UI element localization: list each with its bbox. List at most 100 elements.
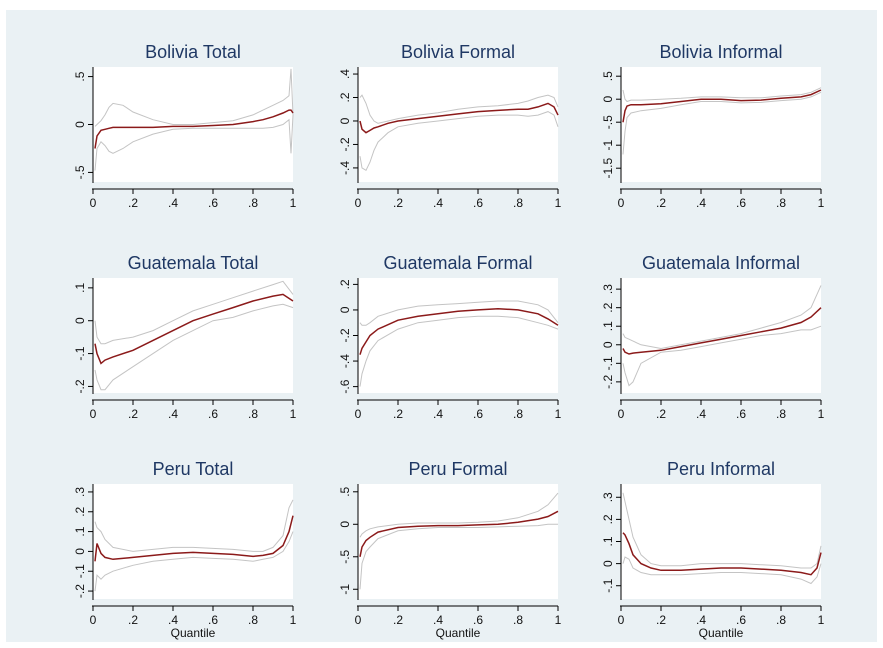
y-tick-label: .5 <box>73 71 87 81</box>
y-tick-label: -.1 <box>601 578 615 592</box>
x-tick-label: 0 <box>618 613 625 627</box>
y-tick-label: .2 <box>601 514 615 524</box>
panel-title: Guatemala Formal <box>383 253 532 273</box>
plot-area <box>358 67 558 182</box>
x-tick-label: .8 <box>248 613 258 627</box>
x-tick-label: .6 <box>208 407 218 421</box>
x-tick-label: .6 <box>473 196 483 210</box>
lower-bound-line <box>359 111 559 172</box>
x-tick-label: .8 <box>248 407 258 421</box>
x-tick-label: 1 <box>555 407 562 421</box>
x-tick-label: 0 <box>90 613 97 627</box>
estimate-line <box>94 515 294 562</box>
y-tick-label: .2 <box>338 279 352 289</box>
x-tick-label: .2 <box>128 407 138 421</box>
x-tick-label: 1 <box>290 613 297 627</box>
x-tick-label: 0 <box>618 196 625 210</box>
y-tick-label: -.2 <box>73 584 87 598</box>
plot-area <box>358 278 558 393</box>
y-tick-label: 0 <box>73 121 87 128</box>
lower-bound-line <box>622 91 822 155</box>
y-tick-label: -.5 <box>601 115 615 129</box>
upper-bound-line <box>359 300 559 326</box>
y-tick-label: .5 <box>601 71 615 81</box>
x-tick-label: .6 <box>208 613 218 627</box>
panel-title: Guatemala Total <box>128 253 259 273</box>
x-tick-label: .4 <box>433 613 443 627</box>
upper-bound-line <box>622 87 822 103</box>
plot-area <box>621 484 821 599</box>
panel-title: Peru Total <box>153 459 234 479</box>
y-tick-label: -.2 <box>73 379 87 393</box>
y-tick-label: .1 <box>601 536 615 546</box>
upper-bound-line <box>622 285 822 350</box>
x-tick-label: .2 <box>393 613 403 627</box>
panel-title: Bolivia Formal <box>401 42 515 62</box>
panel-6: Guatemala Informal 0 .2 .4 .6 .8 1 -.2 -.1 0 .1 .2.… <box>601 253 825 421</box>
panel-5: Guatemala Formal 0 .2 .4 .6 .8 1 -.6 -.4 -.2 0 .2 <box>338 253 562 421</box>
y-tick-label: -1 <box>338 584 352 595</box>
x-axis-title: Quantile <box>436 626 481 640</box>
x-axis-title: Quantile <box>699 626 744 640</box>
x-tick-label: .8 <box>248 196 258 210</box>
x-tick-label: .2 <box>128 613 138 627</box>
x-tick-label: 1 <box>290 196 297 210</box>
lower-bound-line <box>622 556 822 585</box>
y-tick-label: 0 <box>601 96 615 103</box>
y-tick-label: .1 <box>73 526 87 536</box>
x-tick-label: .8 <box>776 196 786 210</box>
panel-9: Peru Informal 0 .2 .4 .6 .8 1 -.1 0 .1 .2 .3 Quantil… <box>601 459 825 640</box>
x-tick-label: .6 <box>208 196 218 210</box>
y-tick-label: -.5 <box>338 549 352 563</box>
y-tick-label: 0 <box>73 548 87 555</box>
x-tick-label: .4 <box>168 407 178 421</box>
plot-area <box>93 278 293 393</box>
lower-bound-line <box>622 325 822 387</box>
x-tick-label: .6 <box>736 196 746 210</box>
y-tick-label: -.1 <box>601 356 615 370</box>
figure: Bolivia Total 0 .2 .4 .6 .8 1 -.5 0 .5 Bolivia For… <box>6 10 877 642</box>
y-tick-label: .1 <box>73 283 87 293</box>
x-tick-label: .4 <box>433 407 443 421</box>
y-tick-label: 0 <box>338 117 352 124</box>
y-tick-label: -.1 <box>73 346 87 360</box>
estimate-line <box>94 293 294 365</box>
upper-bound-line <box>359 492 559 538</box>
lower-bound-line <box>94 303 294 391</box>
upper-bound-line <box>94 68 294 127</box>
y-tick-label: -.4 <box>338 354 352 368</box>
panel-title: Bolivia Informal <box>659 42 782 62</box>
x-tick-label: .6 <box>736 407 746 421</box>
x-tick-label: .8 <box>513 613 523 627</box>
y-tick-label: -.2 <box>338 328 352 342</box>
x-tick-label: .2 <box>128 196 138 210</box>
y-tick-label: 0 <box>601 341 615 348</box>
x-tick-label: 0 <box>355 407 362 421</box>
x-tick-label: 0 <box>90 196 97 210</box>
panel-4: Guatemala Total 0 .2 .4 .6 .8 1 -.2 -.1 0 .1 <box>73 253 297 421</box>
estimate-line <box>622 89 822 123</box>
estimate-line <box>94 109 294 149</box>
x-tick-label: .8 <box>513 407 523 421</box>
y-tick-label: 0 <box>73 317 87 324</box>
x-tick-label: .6 <box>473 407 483 421</box>
x-tick-label: .4 <box>433 196 443 210</box>
x-tick-label: 1 <box>818 613 825 627</box>
upper-bound-line <box>359 94 559 124</box>
panel-3: Bolivia Informal 0 .2 .4 .6 .8 1 -1.5 -1 -.5 0 .5 <box>601 42 825 210</box>
plot-area <box>621 278 821 393</box>
panel-1: Bolivia Total 0 .2 .4 .6 .8 1 -.5 0 .5 <box>73 42 297 210</box>
y-tick-label: .5 <box>338 486 352 496</box>
y-tick-label: -.4 <box>338 161 352 175</box>
y-tick-label: .2 <box>338 92 352 102</box>
y-tick-label: .1 <box>601 321 615 331</box>
x-tick-label: .4 <box>168 613 178 627</box>
y-tick-label: 0 <box>601 560 615 567</box>
lower-bound-line <box>94 114 294 171</box>
y-tick-label: .3 <box>601 284 615 294</box>
y-tick-label: -.2 <box>338 137 352 151</box>
x-tick-label: 0 <box>355 196 362 210</box>
upper-bound-line <box>94 280 294 345</box>
panel-7: Peru Total 0 .2 .4 .6 .8 1 -.2 -.1 0 .1 .2 .3 Quantil… <box>73 459 297 640</box>
lower-bound-line <box>94 531 294 592</box>
